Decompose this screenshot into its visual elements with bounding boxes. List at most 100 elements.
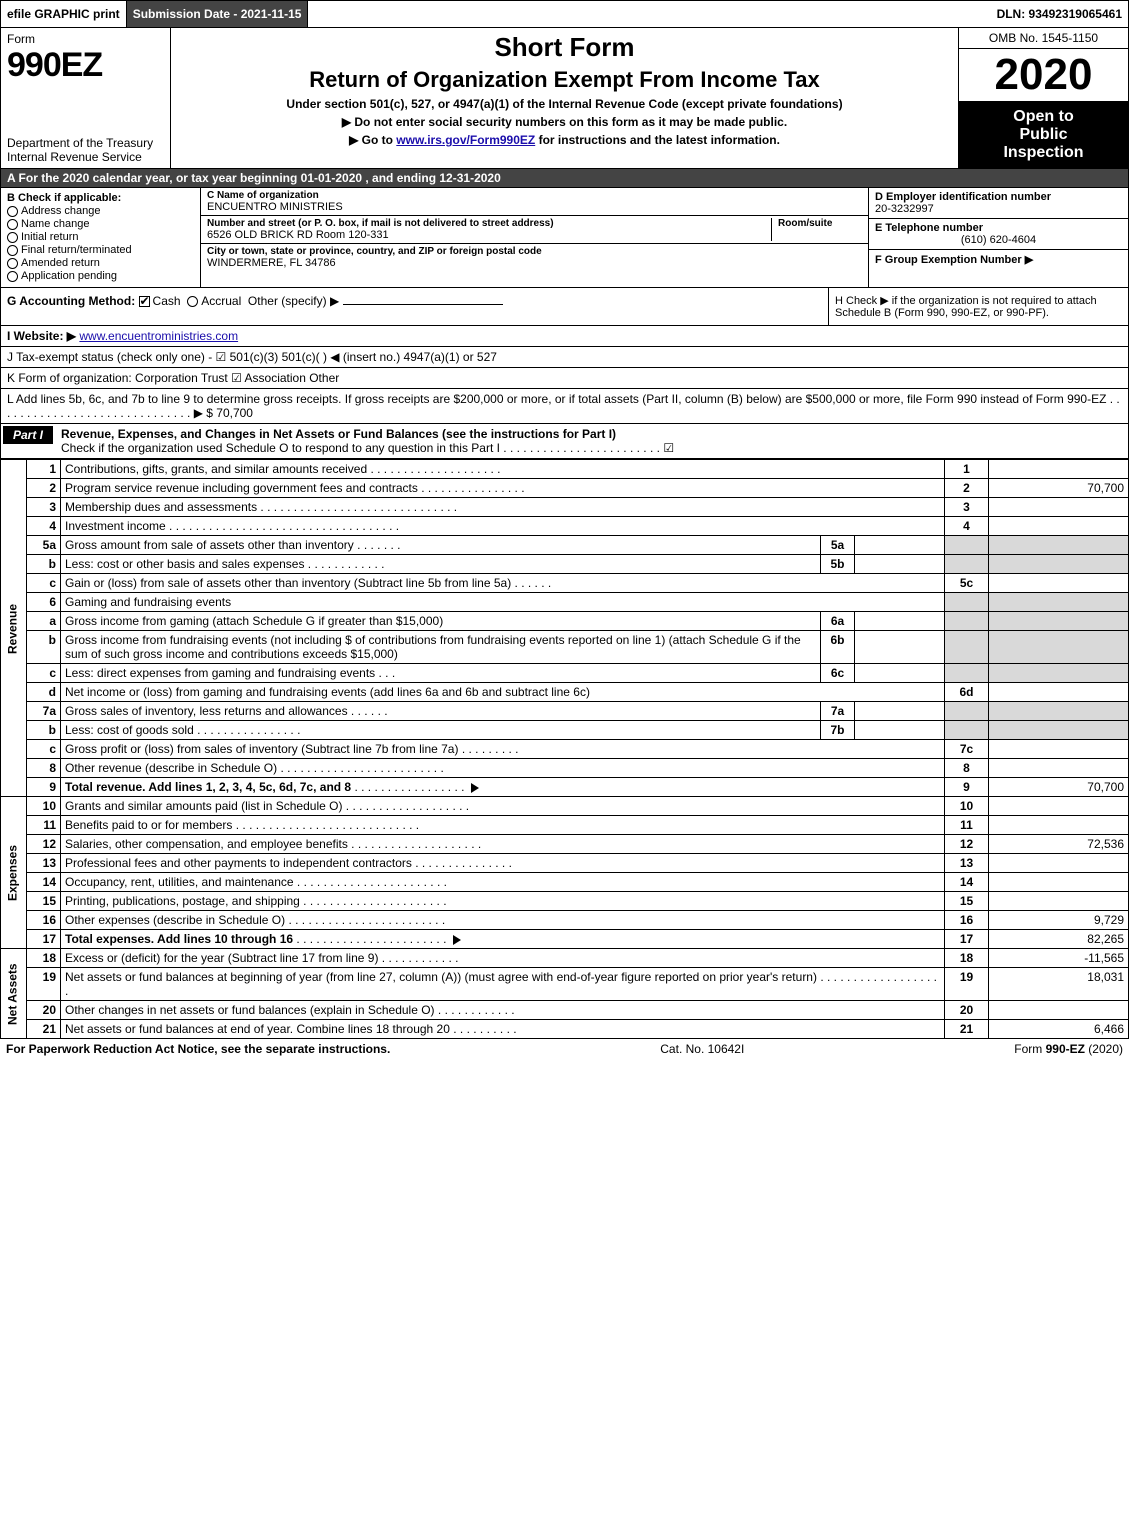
g-accrual: Accrual [201, 294, 241, 308]
line-1: Revenue 1 Contributions, gifts, grants, … [1, 460, 1129, 479]
ln-right-num: 19 [945, 968, 989, 1001]
line-15: 15 Printing, publications, postage, and … [1, 892, 1129, 911]
footer-mid: Cat. No. 10642I [660, 1042, 744, 1056]
line-17: 17 Total expenses. Add lines 10 through … [1, 930, 1129, 949]
tax-year: 2020 [959, 49, 1128, 102]
c-street-row: Number and street (or P. O. box, if mail… [201, 216, 868, 244]
ln-desc: Net income or (loss) from gaming and fun… [61, 683, 945, 702]
sub-val [855, 555, 945, 574]
line-14: 14 Occupancy, rent, utilities, and maint… [1, 873, 1129, 892]
row-g-h: G Accounting Method: Cash Accrual Other … [0, 288, 1129, 326]
ln-val [989, 740, 1129, 759]
ln-desc: Less: cost of goods sold . . . . . . . .… [61, 721, 821, 740]
ln-desc: Gross profit or (loss) from sales of inv… [61, 740, 945, 759]
ln-desc: Gain or (loss) from sale of assets other… [61, 574, 945, 593]
form-number: 990EZ [7, 46, 164, 85]
c-name-row: C Name of organization ENCUENTRO MINISTR… [201, 188, 868, 216]
ln-num: c [27, 574, 61, 593]
ln-num: 3 [27, 498, 61, 517]
ln-num: 18 [27, 949, 61, 968]
b-opt-initial-return[interactable]: Initial return [7, 231, 194, 243]
ln-desc: Investment income . . . . . . . . . . . … [61, 517, 945, 536]
open-to-public: Open to Public Inspection [959, 102, 1128, 168]
part-i-title: Revenue, Expenses, and Changes in Net As… [55, 424, 1128, 458]
ln-right-num: 1 [945, 460, 989, 479]
dept-line1: Department of the Treasury [7, 136, 153, 150]
ln-right-num: 21 [945, 1020, 989, 1039]
side-label-expenses: Expenses [1, 797, 27, 949]
g-other-blank[interactable] [343, 304, 503, 305]
b-opt-address-change[interactable]: Address change [7, 205, 194, 217]
ln-desc: Printing, publications, postage, and shi… [61, 892, 945, 911]
ln-desc: Gross income from fundraising events (no… [61, 631, 821, 664]
radio-icon [7, 245, 18, 256]
ln-desc: Membership dues and assessments . . . . … [61, 498, 945, 517]
ln-num: b [27, 555, 61, 574]
title-short-form: Short Form [177, 32, 952, 63]
ln-num: b [27, 721, 61, 740]
ln-num: b [27, 631, 61, 664]
h-text: H Check ▶ if the organization is not req… [835, 295, 1097, 319]
part-i-title-text: Revenue, Expenses, and Changes in Net As… [61, 427, 616, 441]
shade-cell [945, 555, 989, 574]
shade-cell [989, 702, 1129, 721]
ln-num: 4 [27, 517, 61, 536]
f-group-exemption: F Group Exemption Number ▶ [869, 250, 1128, 269]
sub-val [855, 612, 945, 631]
form-header: Form 990EZ Department of the Treasury In… [0, 28, 1129, 169]
ln-right-num: 18 [945, 949, 989, 968]
part-i-badge: Part I [3, 426, 53, 444]
line-11: 11 Benefits paid to or for members . . .… [1, 816, 1129, 835]
efile-graphic-print[interactable]: efile GRAPHIC print [1, 1, 127, 27]
g-label: G Accounting Method: [7, 294, 135, 308]
sub-num: 5a [821, 536, 855, 555]
ln-desc: Grants and similar amounts paid (list in… [61, 797, 945, 816]
b-opt-name-change[interactable]: Name change [7, 218, 194, 230]
ln-desc: Gross sales of inventory, less returns a… [61, 702, 821, 721]
line-6a: a Gross income from gaming (attach Sched… [1, 612, 1129, 631]
radio-icon [7, 258, 18, 269]
side-label-net-assets: Net Assets [1, 949, 27, 1039]
i-label: I Website: ▶ [7, 329, 76, 343]
dept-line2: Internal Revenue Service [7, 150, 142, 164]
b-opt-final-return[interactable]: Final return/terminated [7, 244, 194, 256]
ln-desc: Gaming and fundraising events [61, 593, 945, 612]
top-bar: efile GRAPHIC print Submission Date - 20… [0, 0, 1129, 28]
section-def: D Employer identification number 20-3232… [868, 188, 1128, 287]
website-link[interactable]: www.encuentroministries.com [79, 329, 238, 343]
ln-desc: Benefits paid to or for members . . . . … [61, 816, 945, 835]
b-opt-application-pending[interactable]: Application pending [7, 270, 194, 282]
arrow-icon [471, 783, 479, 793]
radio-icon[interactable] [187, 296, 198, 307]
b-opt-amended-return[interactable]: Amended return [7, 257, 194, 269]
checkbox-icon[interactable] [139, 296, 150, 307]
sub-num: 6c [821, 664, 855, 683]
ln-val [989, 683, 1129, 702]
ln-desc: Excess or (deficit) for the year (Subtra… [61, 949, 945, 968]
ln-right-num: 13 [945, 854, 989, 873]
ssn-warning: ▶ Do not enter social security numbers o… [177, 115, 952, 129]
dept-treasury: Department of the Treasury Internal Reve… [7, 136, 164, 164]
irs-link[interactable]: www.irs.gov/Form990EZ [396, 133, 535, 147]
ln-desc: Gross amount from sale of assets other t… [61, 536, 821, 555]
ln-val [989, 854, 1129, 873]
ln-num: 6 [27, 593, 61, 612]
c-org-name: ENCUENTRO MINISTRIES [207, 201, 862, 213]
sub-num: 6a [821, 612, 855, 631]
radio-icon [7, 232, 18, 243]
open-line1: Open to [1013, 108, 1073, 125]
ln-desc: Salaries, other compensation, and employ… [61, 835, 945, 854]
ln-desc: Gross income from gaming (attach Schedul… [61, 612, 821, 631]
b-opt-label-3: Final return/terminated [21, 244, 132, 256]
ln-val [989, 1001, 1129, 1020]
row-l-gross-receipts: L Add lines 5b, 6c, and 7b to line 9 to … [0, 389, 1129, 424]
ln-num: 20 [27, 1001, 61, 1020]
e-label: E Telephone number [875, 222, 983, 234]
part-i-table: Revenue 1 Contributions, gifts, grants, … [0, 459, 1129, 1039]
ln-val [989, 517, 1129, 536]
ln-num: 9 [27, 778, 61, 797]
line-5a: 5a Gross amount from sale of assets othe… [1, 536, 1129, 555]
ln-val: 9,729 [989, 911, 1129, 930]
line-4: 4 Investment income . . . . . . . . . . … [1, 517, 1129, 536]
ln-num: a [27, 612, 61, 631]
